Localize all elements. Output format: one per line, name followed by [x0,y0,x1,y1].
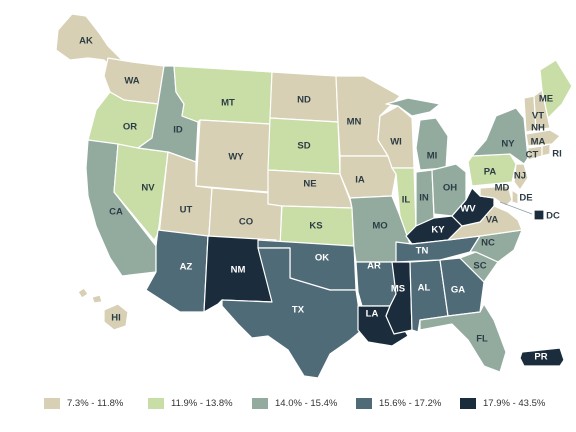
label-WV: WV [460,204,476,215]
label-IL: IL [402,195,411,206]
label-MI: MI [427,151,438,162]
label-SC: SC [473,261,486,272]
state-MI[interactable] [415,117,449,171]
label-PR: PR [534,352,547,363]
state-FL[interactable] [419,303,507,373]
label-DC: DC [546,211,560,222]
label-NJ: NJ [514,171,526,182]
label-WI: WI [390,137,402,148]
state-labels: AK HI PR WA OR CA NV ID MT WY UT CO AZ N… [79,36,562,363]
label-NY: NY [501,139,515,150]
label-OH: OH [443,183,457,194]
legend-swatch [44,398,60,409]
label-CT: CT [526,150,539,161]
label-ME: ME [539,94,553,105]
label-LA: LA [366,309,379,320]
label-ND: ND [297,95,311,106]
label-NH: NH [531,123,545,134]
label-MT: MT [221,98,235,109]
label-MA: MA [531,137,546,148]
state-GA[interactable] [439,257,485,317]
dc-leader-line [499,201,533,215]
label-AR: AR [367,261,381,272]
legend-label: 17.9% - 43.5% [483,398,546,409]
state-MT[interactable] [173,65,273,125]
state-NY[interactable] [471,107,529,165]
label-TN: TN [416,246,429,257]
state-HI[interactable] [103,303,129,331]
label-MS: MS [391,284,405,295]
legend-swatch [356,398,372,409]
legend: 7.3% - 11.8% 11.9% - 13.8% 14.0% - 15.4%… [44,398,564,409]
label-KS: KS [309,221,322,232]
label-GA: GA [451,285,465,296]
label-SD: SD [297,141,310,152]
label-IN: IN [419,193,429,204]
label-AL: AL [418,283,431,294]
state-MD[interactable] [479,185,513,207]
legend-swatch [252,398,268,409]
label-UT: UT [180,205,193,216]
label-RI: RI [552,149,562,160]
label-VT: VT [532,111,544,122]
legend-label: 11.9% - 13.8% [171,398,233,409]
label-ID: ID [173,125,183,136]
label-AK: AK [79,36,93,47]
legend-swatch [148,398,164,409]
state-MI-upper [385,97,441,117]
state-ME[interactable] [539,59,573,119]
label-CO: CO [239,217,253,228]
label-WY: WY [228,152,244,163]
legend-label: 14.0% - 15.4% [275,398,338,409]
label-MD: MD [495,183,510,194]
label-KY: KY [431,225,445,236]
state-IA[interactable] [339,155,397,199]
label-IA: IA [355,175,365,186]
legend-label: 15.6% - 17.2% [379,398,442,409]
legend-item: 14.0% - 15.4% [252,398,356,409]
state-HI-island [91,294,103,304]
label-NE: NE [303,179,316,190]
label-TX: TX [292,305,305,316]
legend-swatch [460,398,476,409]
state-PR[interactable] [519,347,565,367]
label-DE: DE [519,193,532,204]
state-TX[interactable] [221,247,363,379]
state-NJ[interactable] [513,163,529,191]
state-shapes [55,13,573,379]
legend-item: 15.6% - 17.2% [356,398,460,409]
legend-item: 11.9% - 13.8% [148,398,252,409]
state-HI-island [77,287,89,299]
label-OR: OR [123,122,137,133]
label-FL: FL [476,334,488,345]
state-DC[interactable] [533,209,545,221]
label-NM: NM [231,265,246,276]
label-NV: NV [141,183,155,194]
label-VA: VA [486,215,499,226]
legend-label: 7.3% - 11.8% [67,398,124,409]
state-DE[interactable] [511,189,519,205]
label-OK: OK [315,253,329,264]
legend-item: 17.9% - 43.5% [460,398,564,409]
label-MO: MO [372,221,387,232]
state-MA[interactable] [525,129,561,147]
label-PA: PA [484,167,497,178]
label-HI: HI [111,313,121,324]
legend-item: 7.3% - 11.8% [44,398,148,409]
label-CA: CA [109,207,123,218]
label-AZ: AZ [180,262,193,273]
label-WA: WA [124,76,139,87]
state-NH[interactable] [533,89,551,131]
label-MN: MN [347,117,362,128]
label-NC: NC [481,238,495,249]
